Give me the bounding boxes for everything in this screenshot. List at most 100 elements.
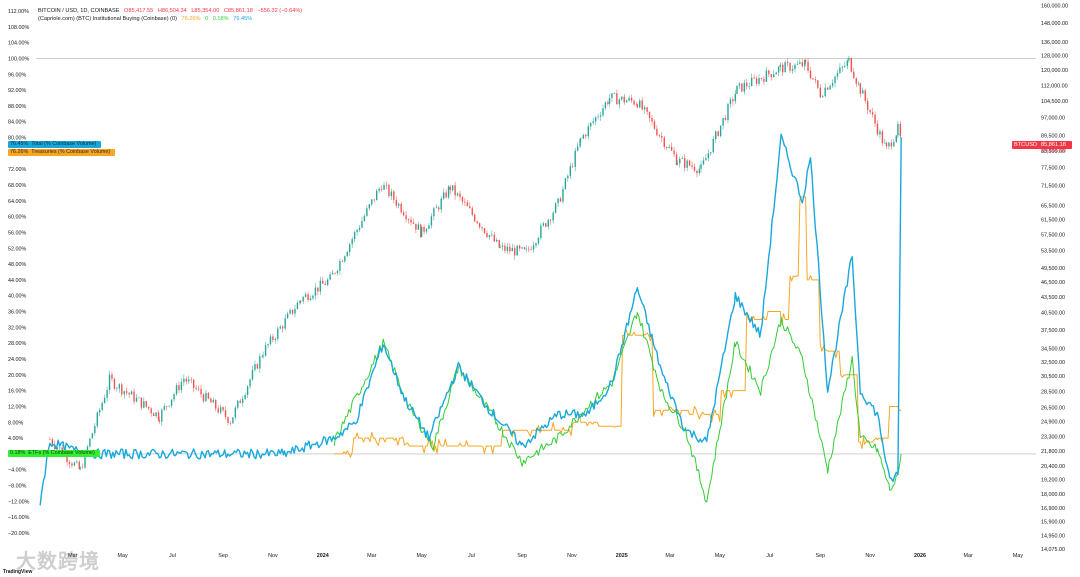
price-candle [486,233,488,237]
left-tick-label: −12.00% [8,499,30,505]
price-candle [648,111,651,118]
left-tick-label: 60.00% [8,215,26,221]
price-candle [676,163,679,165]
price-candle [277,328,279,339]
price-candle [262,355,264,357]
price-candle [871,112,874,115]
brand-name: TradingView [3,569,33,575]
price-candle [841,66,844,68]
treasuries-tag-value: 76.26% [10,149,29,155]
price-candle [535,243,537,246]
series-line-etfs [333,312,902,503]
price-candle [897,124,899,136]
right-tick-label: 43,500.00 [1041,295,1065,301]
price-candle [658,135,661,136]
price-candle [814,79,817,81]
price-candle [616,93,618,105]
left-tick-label: 112.00% [8,9,29,15]
price-candle [722,118,724,126]
price-candle [420,224,422,237]
price-candle [49,439,51,440]
ohlc-open: O85,417.55 [124,8,154,14]
price-candle [518,245,521,249]
price-candle [576,146,579,151]
price-candle [804,60,807,62]
price-candle [212,399,214,403]
price-candle [826,87,829,90]
symbol-name[interactable]: BITCOIN / USD, 1D, COINBASE [38,8,120,14]
x-tick-label: May [1013,553,1023,559]
price-candle [874,114,876,124]
price-candle [691,165,693,167]
price-candle [545,223,547,227]
indicator-value-1: 76.26% [181,16,201,22]
price-candle [73,462,76,466]
price-candle [143,401,145,408]
price-tag-sub: 84,500.00 [1042,148,1066,154]
price-candle [876,123,879,135]
price-candle [750,77,753,87]
ohlc-close: C85,861.18 [223,8,253,14]
price-candle [296,302,299,310]
price-candle [738,83,741,86]
right-tick-label: 97,000.00 [1041,116,1065,122]
price-candle [499,246,501,248]
price-candle [173,394,175,400]
price-candle [635,104,638,106]
price-candle [729,99,732,105]
price-candle [746,82,748,87]
price-candle [836,72,839,77]
price-candle [574,150,576,167]
price-candle [623,96,625,103]
price-candle [773,74,775,78]
price-candle [200,388,202,395]
price-candle [592,121,594,123]
price-candle [895,135,897,142]
price-candle [844,65,846,67]
price-candle [178,385,180,391]
price-candle [135,397,138,402]
price-candle [646,107,648,112]
price-candle [853,71,855,79]
x-tick-label: Nov [268,553,278,559]
price-candle [161,409,163,422]
price-candle [466,202,469,207]
price-candle [537,238,540,244]
right-tick-label: 148,000.00 [1041,21,1068,27]
price-candle [261,356,264,357]
left-tick-label: 48.00% [8,262,26,268]
price-candle [356,229,358,233]
ohlc-low: L85,354.00 [191,8,220,14]
left-tick-label: 80.00% [8,136,26,142]
price-candle [299,300,301,303]
ohlc-change: −556.32 (−0.64%) [257,8,303,14]
price-candle [314,287,317,296]
price-candle [784,62,786,73]
left-tick-label: 8.00% [8,420,23,426]
price-candle [121,384,123,395]
price-candle [76,461,78,463]
treasuries-tag: 76.26% Treasuries (% Coinbase Volume) [8,149,116,156]
price-candle [254,364,256,370]
price-candle [267,344,269,346]
price-candle [246,386,249,395]
indicator-name[interactable]: (Capriole.com) (BTC) Institutional Buyin… [38,16,177,22]
price-candle [319,280,322,292]
price-candle [89,438,91,447]
price-candle [388,184,390,197]
price-candle [188,379,190,382]
price-candle [123,391,125,395]
watermark: 大数跨境 [16,551,100,573]
price-candle [56,447,58,450]
price-candle [445,192,447,198]
right-tick-label: 104,500.00 [1041,99,1068,105]
tradingview-logo[interactable]: TradingView [3,569,32,575]
left-tick-label: 68.00% [8,183,26,189]
price-candle [195,387,197,389]
left-tick-label: 44.00% [8,278,26,284]
price-candle [666,147,668,148]
price-candle [152,413,155,417]
price-candle [580,138,582,140]
price-candle [481,227,483,229]
